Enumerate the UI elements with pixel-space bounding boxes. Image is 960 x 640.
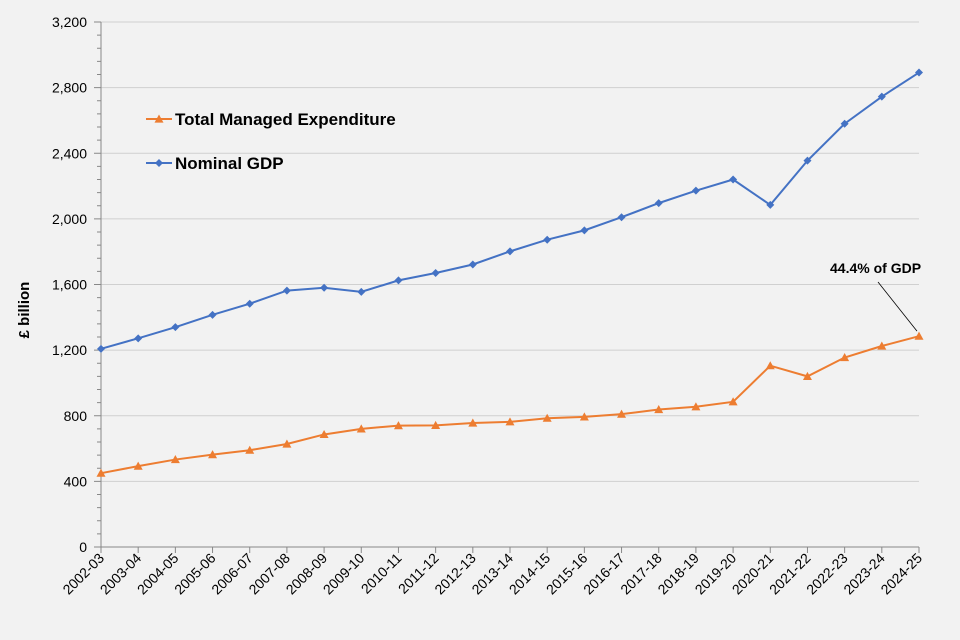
y-tick-label: 2,000 — [52, 211, 87, 227]
series-gdp — [97, 68, 923, 353]
data-point — [96, 468, 106, 477]
data-point — [133, 461, 143, 470]
data-point — [134, 334, 143, 343]
data-point — [208, 450, 218, 459]
data-point — [319, 429, 329, 439]
data-point — [357, 287, 366, 296]
data-point — [245, 299, 254, 308]
data-point — [505, 417, 515, 426]
data-point — [245, 445, 255, 454]
data-point — [394, 276, 403, 285]
data-point — [729, 175, 738, 184]
y-tick-labels: 0 400 800 1,200 1,600 2,000 2,400 2,800 3,200 — [52, 14, 87, 555]
data-point — [393, 421, 403, 430]
y-axis-label: £ billion — [16, 282, 33, 339]
y-tick-label: 3,200 — [52, 14, 87, 30]
data-point — [914, 331, 924, 340]
data-point — [877, 92, 886, 101]
data-point — [542, 413, 552, 422]
data-point — [282, 286, 291, 295]
y-tick-label: 2,800 — [52, 80, 87, 96]
data-point — [431, 269, 440, 278]
grid-lines — [101, 21, 919, 482]
y-tick-label: 1,600 — [52, 277, 87, 293]
data-point — [170, 455, 180, 464]
data-point — [915, 68, 923, 77]
data-point — [580, 226, 589, 235]
data-point — [431, 420, 441, 430]
legend-label-gdp: Nominal GDP — [175, 154, 284, 173]
data-point — [97, 344, 105, 353]
legend-item-tme: Total Managed Expenditure — [146, 110, 396, 129]
x-tick-labels: 2002-032003-042004-052005-062006-072007-… — [59, 550, 925, 598]
data-point — [208, 310, 217, 319]
data-point — [840, 353, 850, 362]
annotation-leader-line — [877, 281, 918, 332]
diamond-marker-icon — [155, 159, 163, 167]
legend: Total Managed Expenditure Nominal GDP — [146, 110, 396, 173]
y-tick-label: 1,200 — [52, 342, 87, 358]
data-point — [654, 405, 664, 414]
y-tick-label: 400 — [64, 473, 88, 489]
data-point — [506, 247, 514, 256]
data-point — [617, 409, 627, 418]
data-point — [543, 235, 552, 244]
series-line — [100, 335, 920, 475]
data-point — [468, 260, 477, 269]
data-point — [356, 424, 366, 433]
data-point — [654, 199, 663, 208]
triangle-marker-icon — [154, 114, 164, 123]
series-tme — [96, 331, 924, 477]
y-tick-label: 0 — [79, 539, 87, 555]
legend-label-tme: Total Managed Expenditure — [175, 110, 396, 129]
data-point — [840, 119, 849, 128]
data-point — [728, 397, 738, 406]
data-point — [171, 323, 180, 332]
data-point — [579, 412, 589, 421]
data-point — [803, 156, 812, 165]
data-point — [802, 371, 812, 380]
legend-item-gdp: Nominal GDP — [146, 154, 284, 173]
annotation: 44.4% of GDP — [830, 260, 921, 332]
data-point — [282, 439, 292, 448]
data-point — [765, 361, 775, 370]
y-tick-label: 2,400 — [52, 145, 87, 161]
data-point — [468, 418, 478, 427]
series-layer — [96, 68, 924, 477]
x-tick-label: 2024-25 — [877, 550, 925, 598]
x-tick-label: 2009-10 — [320, 550, 368, 598]
data-point — [617, 213, 626, 222]
data-point — [877, 341, 887, 350]
data-point — [766, 200, 775, 209]
x-tick-label: 2010-11 — [358, 550, 405, 597]
data-point — [691, 402, 701, 411]
y-tick-label: 800 — [64, 408, 88, 424]
data-point — [320, 283, 329, 292]
axes — [94, 21, 920, 553]
annotation-label: 44.4% of GDP — [830, 260, 921, 276]
data-point — [691, 186, 700, 195]
